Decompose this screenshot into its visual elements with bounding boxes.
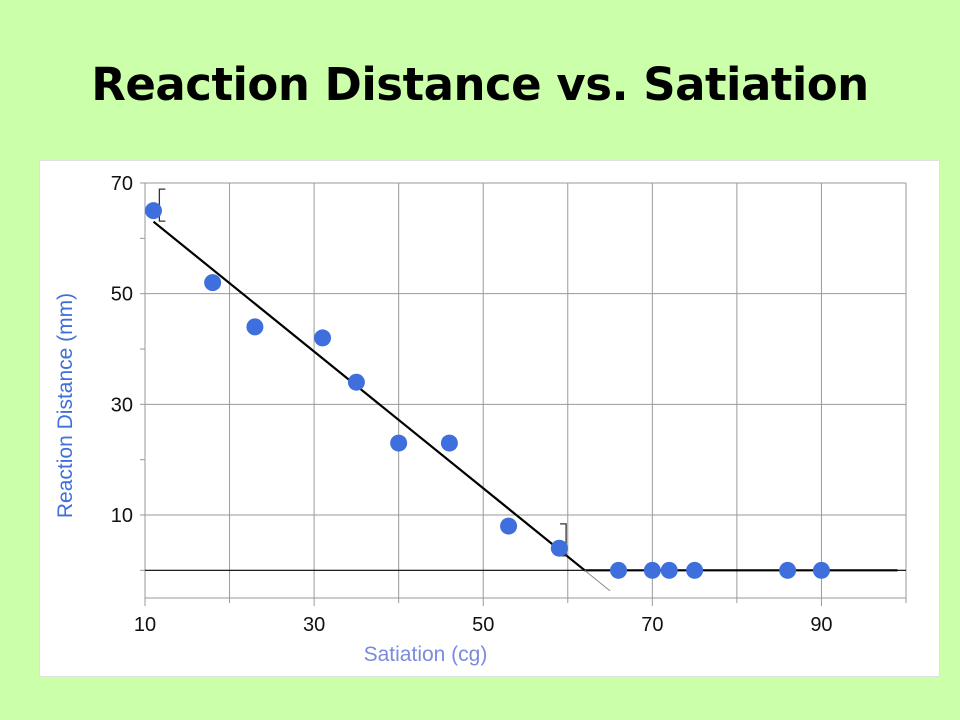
data-point (314, 329, 332, 347)
y-tick-label: 30 (111, 394, 133, 416)
data-point (660, 561, 678, 579)
x-tick-label: 10 (134, 614, 156, 636)
data-point (686, 561, 704, 579)
range-bracket-left (158, 188, 166, 222)
y-tick-label: 70 (111, 173, 133, 195)
chart-frame: 10 30 50 70 90 10 30 50 70 Satiation (cg) Reacti… (39, 160, 940, 677)
data-point (144, 202, 162, 220)
data-point (550, 539, 568, 557)
data-point (610, 561, 628, 579)
fit-line (152, 220, 898, 572)
y-axis-title: Reaction Distance (mm) (54, 293, 77, 518)
fit-line-extension (584, 569, 611, 592)
x-tick-label: 90 (810, 614, 832, 636)
scatter-chart: 10 30 50 70 90 10 30 50 70 Satiation (cg) Reacti… (54, 173, 907, 666)
data-point (643, 561, 661, 579)
data-point (246, 318, 264, 336)
data-point (440, 434, 458, 452)
label-layer: 10 30 50 70 90 10 30 50 70 (111, 173, 833, 636)
x-tick-label: 50 (472, 614, 494, 636)
range-bracket-right (560, 523, 567, 557)
data-point (500, 517, 518, 535)
slide-title: Reaction Distance vs. Satiation (91, 58, 869, 111)
point-layer (144, 202, 830, 579)
x-tick-label: 70 (641, 614, 663, 636)
x-axis-title: Satiation (cg) (364, 643, 488, 666)
data-point (779, 561, 797, 579)
y-tick-label: 10 (111, 505, 133, 527)
y-tick-label: 50 (111, 284, 133, 306)
data-point (347, 373, 365, 391)
data-point (390, 434, 408, 452)
data-point (812, 561, 830, 579)
x-tick-label: 30 (303, 614, 325, 636)
grid-layer (140, 182, 907, 606)
line-layer (152, 188, 898, 592)
plot-border (144, 182, 907, 599)
data-point (204, 274, 222, 292)
